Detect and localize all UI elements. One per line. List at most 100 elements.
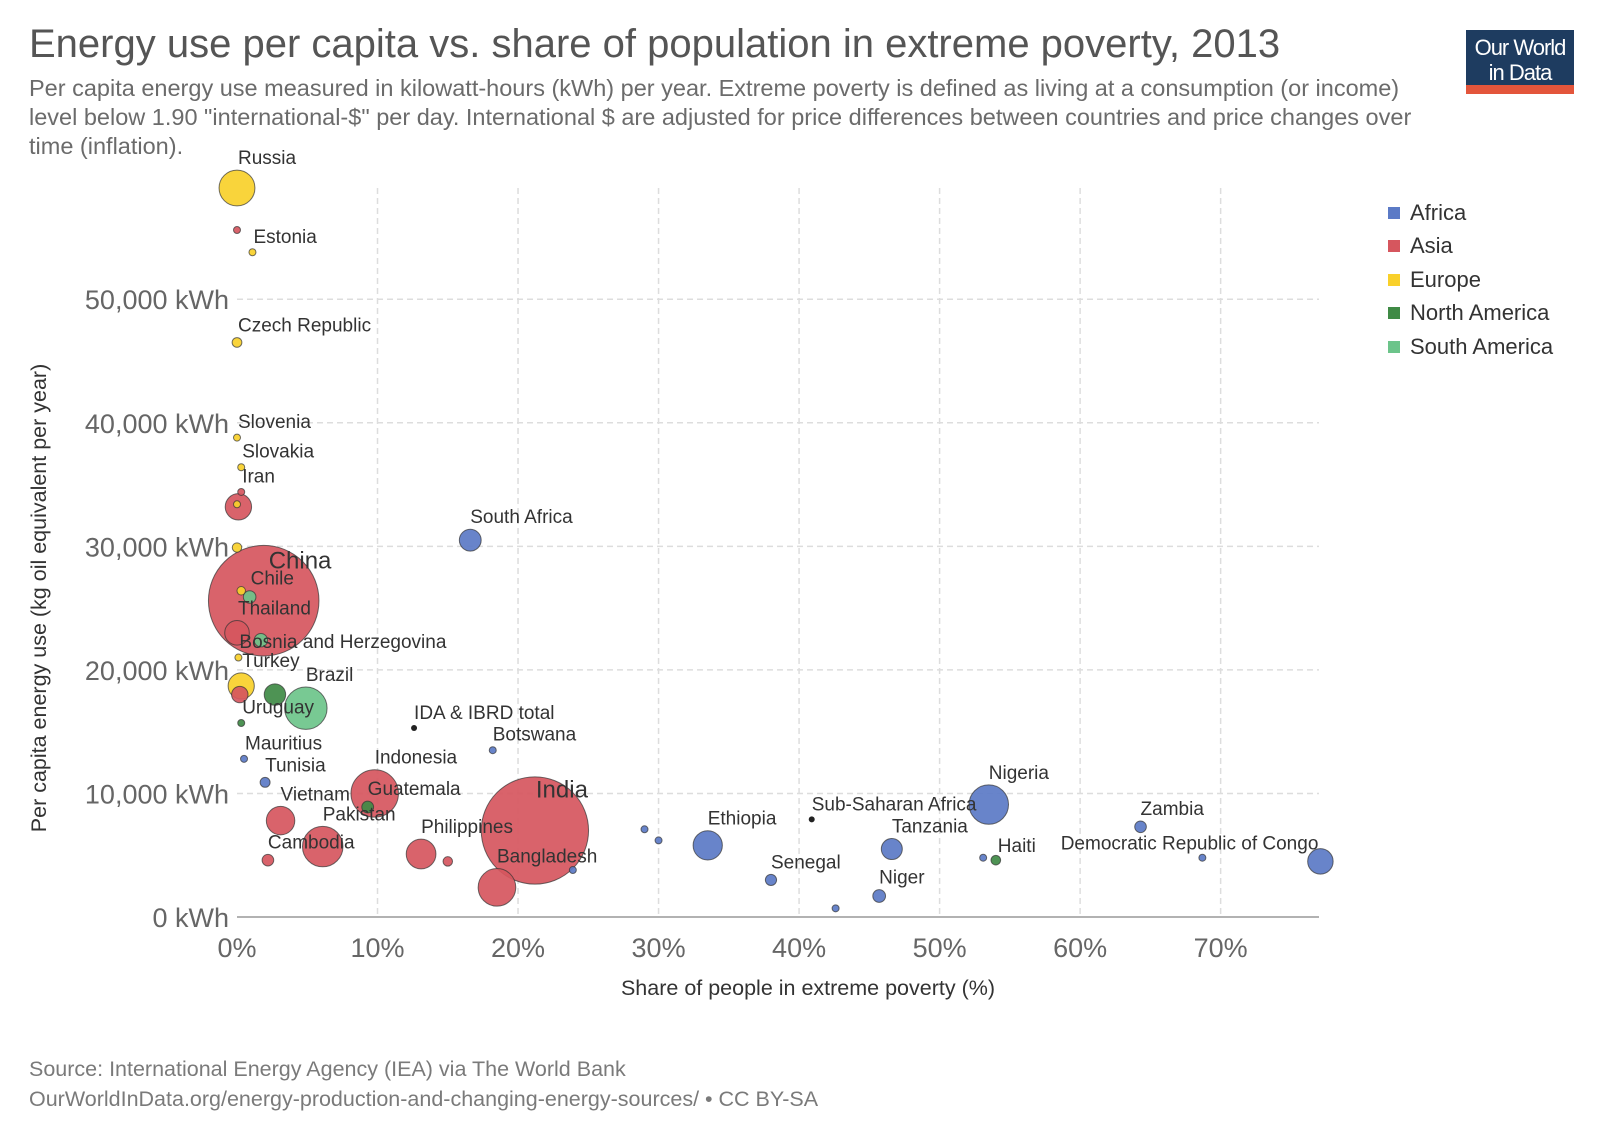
data-point[interactable]: Africa 4.8k bbox=[979, 853, 988, 862]
legend: Africa Asia Europe North America South A… bbox=[1388, 196, 1553, 364]
legend-swatch-south-america bbox=[1388, 340, 1400, 353]
data-point[interactable]: Vietnam bbox=[265, 805, 296, 836]
data-point[interactable]: Tunisia bbox=[259, 776, 271, 788]
legend-item-asia[interactable]: Asia bbox=[1388, 230, 1553, 264]
data-point[interactable]: Mauritius bbox=[240, 754, 249, 763]
legend-label: Europe bbox=[1410, 266, 1481, 292]
x-tick-label: 10% bbox=[350, 933, 404, 963]
x-tick-label: 70% bbox=[1194, 933, 1248, 963]
data-label: India bbox=[536, 777, 589, 804]
x-tick-label: 0% bbox=[217, 933, 256, 963]
data-point[interactable]: Guatemala bbox=[361, 800, 375, 814]
logo-line-1: Our World bbox=[1474, 35, 1567, 60]
data-label: Botswana bbox=[493, 725, 577, 746]
owid-logo[interactable]: Our World in Data bbox=[1466, 30, 1574, 94]
data-point[interactable]: Russia bbox=[218, 169, 256, 207]
chart-subtitle: Per capita energy use measured in kilowa… bbox=[29, 75, 1412, 159]
data-point[interactable]: Haiti bbox=[990, 854, 1002, 866]
data-point[interactable]: Zambia bbox=[1134, 820, 1147, 834]
data-point[interactable]: Brazil bbox=[284, 686, 328, 730]
data-label: Cambodia bbox=[268, 832, 355, 853]
y-tick-label: 30,000 kWh bbox=[85, 532, 229, 562]
data-point[interactable]: Europe 30k bbox=[231, 542, 243, 553]
data-label: Haiti bbox=[998, 836, 1036, 857]
x-tick-label: 40% bbox=[772, 933, 826, 963]
data-point[interactable]: Sub-Saharan Africa bbox=[808, 816, 815, 823]
data-point[interactable]: Africa 4.8k east bbox=[1198, 853, 1207, 862]
data-label: Tanzania bbox=[892, 817, 968, 838]
x-tick-label: 20% bbox=[491, 933, 545, 963]
data-point[interactable]: Ethiopia bbox=[692, 830, 723, 861]
data-point[interactable]: North America 18k bbox=[263, 683, 287, 706]
data-point[interactable]: Botswana bbox=[488, 746, 497, 755]
data-point[interactable]: Pakistan bbox=[301, 825, 344, 868]
data-label: Brazil bbox=[306, 665, 354, 686]
data-point[interactable]: Democratic Republic of Congo bbox=[1307, 848, 1334, 875]
source-url[interactable]: OurWorldInData.org/energy-production-and… bbox=[29, 1087, 819, 1111]
data-point[interactable]: Senegal bbox=[764, 873, 778, 887]
legend-item-south-america[interactable]: South America bbox=[1388, 330, 1553, 364]
data-point[interactable]: Cambodia bbox=[261, 853, 275, 867]
data-point[interactable]: Czech Republic bbox=[231, 337, 243, 348]
data-point[interactable]: Nigeria bbox=[968, 784, 1010, 825]
data-label: Slovenia bbox=[238, 412, 311, 433]
legend-swatch-africa bbox=[1388, 206, 1400, 219]
x-tick-label: 60% bbox=[1053, 933, 1107, 963]
data-label: Senegal bbox=[771, 852, 841, 873]
data-label: Russia bbox=[238, 148, 297, 169]
data-point[interactable]: Bosnia and Herzegovina bbox=[234, 653, 243, 662]
data-label: Bangladesh bbox=[497, 847, 597, 868]
data-point[interactable]: Europe 26k bbox=[236, 586, 246, 596]
data-label: Sub-Saharan Africa bbox=[812, 794, 977, 815]
data-point[interactable]: Africa 0.7k bbox=[831, 904, 840, 913]
y-axis-label: Per capita energy use (kg oil equivalent… bbox=[27, 364, 51, 832]
data-point[interactable]: Thailand bbox=[224, 620, 250, 646]
data-point[interactable]: Slovakia bbox=[237, 463, 246, 472]
legend-swatch-north-america bbox=[1388, 307, 1400, 320]
data-point[interactable]: Uruguay bbox=[237, 719, 246, 728]
legend-item-europe[interactable]: Europe bbox=[1388, 263, 1553, 297]
data-point[interactable]: Estonia bbox=[248, 248, 257, 257]
legend-swatch-europe bbox=[1388, 273, 1400, 286]
data-label: Nigeria bbox=[989, 763, 1050, 784]
data-label: Chile bbox=[251, 569, 294, 590]
data-point[interactable]: Iran bbox=[237, 487, 246, 496]
data-point[interactable]: Tanzania bbox=[880, 838, 903, 861]
data-point[interactable]: Africa 6.2k bbox=[654, 836, 663, 845]
data-point[interactable]: Slovenia bbox=[233, 433, 241, 442]
data-label: Bosnia and Herzegovina bbox=[239, 632, 446, 653]
data-label: Philippines bbox=[421, 817, 513, 838]
legend-swatch-asia bbox=[1388, 240, 1400, 253]
data-label: Uruguay bbox=[242, 698, 314, 719]
data-label: Niger bbox=[879, 868, 925, 889]
data-point[interactable]: South America 22k bbox=[253, 633, 269, 648]
data-point[interactable]: Asia 4.5k bbox=[442, 856, 454, 867]
data-label: Democratic Republic of Congo bbox=[1061, 833, 1319, 854]
y-tick-label: 50,000 kWh bbox=[85, 285, 229, 315]
data-point[interactable]: Bangladesh bbox=[477, 868, 517, 907]
data-point[interactable]: IDA & IBRD total bbox=[411, 724, 418, 731]
data-point[interactable]: Chile bbox=[242, 590, 257, 604]
data-label: Czech Republic bbox=[238, 316, 371, 337]
data-label: Turkey bbox=[242, 651, 300, 672]
data-point[interactable]: Africa 3.8k bbox=[568, 866, 577, 875]
data-point[interactable]: Philippines bbox=[405, 838, 437, 870]
data-label: Zambia bbox=[1141, 799, 1205, 820]
data-point[interactable]: Africa 7.1k bbox=[640, 825, 649, 834]
legend-label: North America bbox=[1410, 300, 1550, 326]
legend-item-africa[interactable]: Africa bbox=[1388, 196, 1553, 230]
x-axis-label: Share of people in extreme poverty (%) bbox=[621, 976, 995, 1000]
footer: Source: International Energy Agency (IEA… bbox=[29, 1054, 818, 1114]
data-point[interactable]: Europe mid bbox=[233, 500, 241, 509]
data-label: Ethiopia bbox=[708, 809, 777, 830]
legend-label: South America bbox=[1410, 333, 1554, 359]
legend-item-north-america[interactable]: North America bbox=[1388, 297, 1553, 331]
data-point[interactable]: South Africa bbox=[458, 528, 482, 552]
data-point[interactable]: Niger bbox=[872, 889, 887, 903]
data-point[interactable]: Asia 18k bbox=[231, 685, 249, 704]
data-point[interactable]: India bbox=[480, 776, 590, 885]
data-label: Guatemala bbox=[368, 779, 461, 800]
logo-line-2: in Data bbox=[1488, 60, 1553, 85]
